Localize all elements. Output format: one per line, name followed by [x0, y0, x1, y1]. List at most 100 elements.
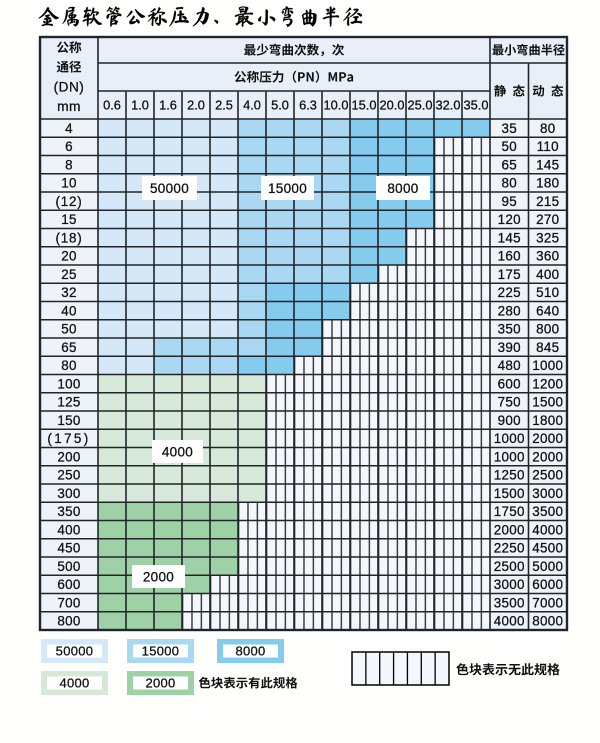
svg-text:4.0: 4.0 — [243, 98, 261, 113]
svg-text:480: 480 — [498, 358, 521, 373]
svg-text:8000: 8000 — [532, 614, 563, 629]
svg-text:145: 145 — [536, 157, 559, 172]
svg-text:1500: 1500 — [494, 486, 525, 501]
svg-text:80: 80 — [540, 121, 556, 136]
svg-text:40: 40 — [61, 303, 77, 318]
svg-text:845: 845 — [536, 340, 559, 355]
svg-text:2.0: 2.0 — [187, 98, 205, 113]
svg-text:4000: 4000 — [162, 444, 193, 459]
svg-text:390: 390 — [498, 340, 521, 355]
svg-text:160: 160 — [498, 249, 521, 264]
svg-text:50000: 50000 — [150, 181, 189, 196]
svg-text:3000: 3000 — [494, 577, 525, 592]
svg-text:3000: 3000 — [532, 486, 563, 501]
svg-text:(12): (12) — [55, 194, 82, 209]
svg-text:32: 32 — [61, 285, 77, 300]
svg-text:2000: 2000 — [494, 522, 525, 537]
svg-text:150: 150 — [57, 413, 80, 428]
svg-text:4000: 4000 — [494, 614, 525, 629]
svg-text:(DN): (DN) — [54, 79, 85, 94]
svg-text:50000: 50000 — [56, 644, 94, 659]
svg-text:600: 600 — [57, 577, 80, 592]
svg-text:10.0: 10.0 — [324, 98, 349, 113]
svg-text:10: 10 — [61, 176, 77, 191]
svg-text:1500: 1500 — [532, 395, 563, 410]
svg-text:2000: 2000 — [143, 569, 174, 584]
svg-text:6000: 6000 — [532, 577, 563, 592]
svg-text:800: 800 — [536, 322, 559, 337]
svg-text:15: 15 — [61, 212, 77, 227]
svg-text:1800: 1800 — [532, 413, 563, 428]
svg-text:1.0: 1.0 — [131, 98, 149, 113]
svg-text:350: 350 — [498, 322, 521, 337]
svg-text:2500: 2500 — [494, 559, 525, 574]
svg-text:4000: 4000 — [532, 522, 563, 537]
svg-text:3500: 3500 — [532, 504, 563, 519]
svg-text:5000: 5000 — [532, 559, 563, 574]
svg-text:450: 450 — [57, 541, 80, 556]
svg-text:750: 750 — [498, 395, 521, 410]
svg-text:2000: 2000 — [532, 431, 563, 446]
svg-text:1000: 1000 — [494, 431, 525, 446]
svg-text:65: 65 — [61, 340, 77, 355]
svg-text:35.0: 35.0 — [464, 98, 489, 113]
svg-text:270: 270 — [536, 212, 559, 227]
svg-text:32.0: 32.0 — [436, 98, 461, 113]
svg-text:180: 180 — [536, 176, 559, 191]
svg-text:8000: 8000 — [235, 644, 265, 659]
svg-text:4500: 4500 — [532, 541, 563, 556]
svg-text:400: 400 — [57, 522, 80, 537]
svg-text:1200: 1200 — [532, 376, 563, 391]
svg-text:250: 250 — [57, 468, 80, 483]
svg-text:4: 4 — [65, 121, 73, 136]
svg-text:65: 65 — [502, 157, 518, 172]
svg-text:175: 175 — [498, 267, 521, 282]
svg-text:325: 325 — [536, 230, 559, 245]
svg-text:6.3: 6.3 — [299, 98, 317, 113]
svg-text:1750: 1750 — [494, 504, 525, 519]
svg-text:15000: 15000 — [268, 181, 307, 196]
svg-text:2500: 2500 — [532, 468, 563, 483]
svg-text:20.0: 20.0 — [380, 98, 405, 113]
svg-text:25: 25 — [61, 267, 77, 282]
svg-text:600: 600 — [498, 376, 521, 391]
svg-text:640: 640 — [536, 303, 559, 318]
svg-text:4000: 4000 — [59, 676, 89, 691]
svg-text:2000: 2000 — [532, 449, 563, 464]
svg-text:5.0: 5.0 — [271, 98, 289, 113]
svg-text:7000: 7000 — [532, 595, 563, 610]
svg-text:80: 80 — [61, 358, 77, 373]
svg-text:280: 280 — [498, 303, 521, 318]
svg-text:215: 215 — [536, 194, 559, 209]
svg-text:0.6: 0.6 — [103, 98, 121, 113]
svg-text:80: 80 — [502, 176, 518, 191]
svg-text:1.6: 1.6 — [159, 98, 177, 113]
svg-text:(18): (18) — [55, 230, 82, 245]
svg-text:6: 6 — [65, 139, 73, 154]
svg-text:(175): (175) — [47, 431, 90, 446]
svg-text:2.5: 2.5 — [215, 98, 233, 113]
svg-text:20: 20 — [61, 249, 77, 264]
svg-text:2000: 2000 — [145, 676, 175, 691]
svg-text:225: 225 — [498, 285, 521, 300]
svg-text:15000: 15000 — [142, 644, 180, 659]
svg-text:145: 145 — [498, 230, 521, 245]
svg-text:95: 95 — [502, 194, 518, 209]
svg-text:500: 500 — [57, 559, 80, 574]
svg-text:110: 110 — [537, 139, 559, 154]
svg-text:700: 700 — [57, 595, 80, 610]
svg-text:3500: 3500 — [494, 595, 525, 610]
svg-text:360: 360 — [536, 249, 559, 264]
svg-text:8000: 8000 — [387, 181, 418, 196]
svg-text:900: 900 — [498, 413, 521, 428]
svg-text:8: 8 — [65, 157, 73, 172]
svg-text:350: 350 — [57, 504, 80, 519]
svg-text:1000: 1000 — [494, 449, 525, 464]
svg-text:100: 100 — [57, 376, 80, 391]
svg-text:25.0: 25.0 — [408, 98, 433, 113]
svg-text:2250: 2250 — [494, 541, 525, 556]
svg-text:300: 300 — [57, 486, 80, 501]
svg-text:15.0: 15.0 — [352, 98, 377, 113]
svg-text:400: 400 — [536, 267, 559, 282]
svg-text:50: 50 — [61, 322, 77, 337]
